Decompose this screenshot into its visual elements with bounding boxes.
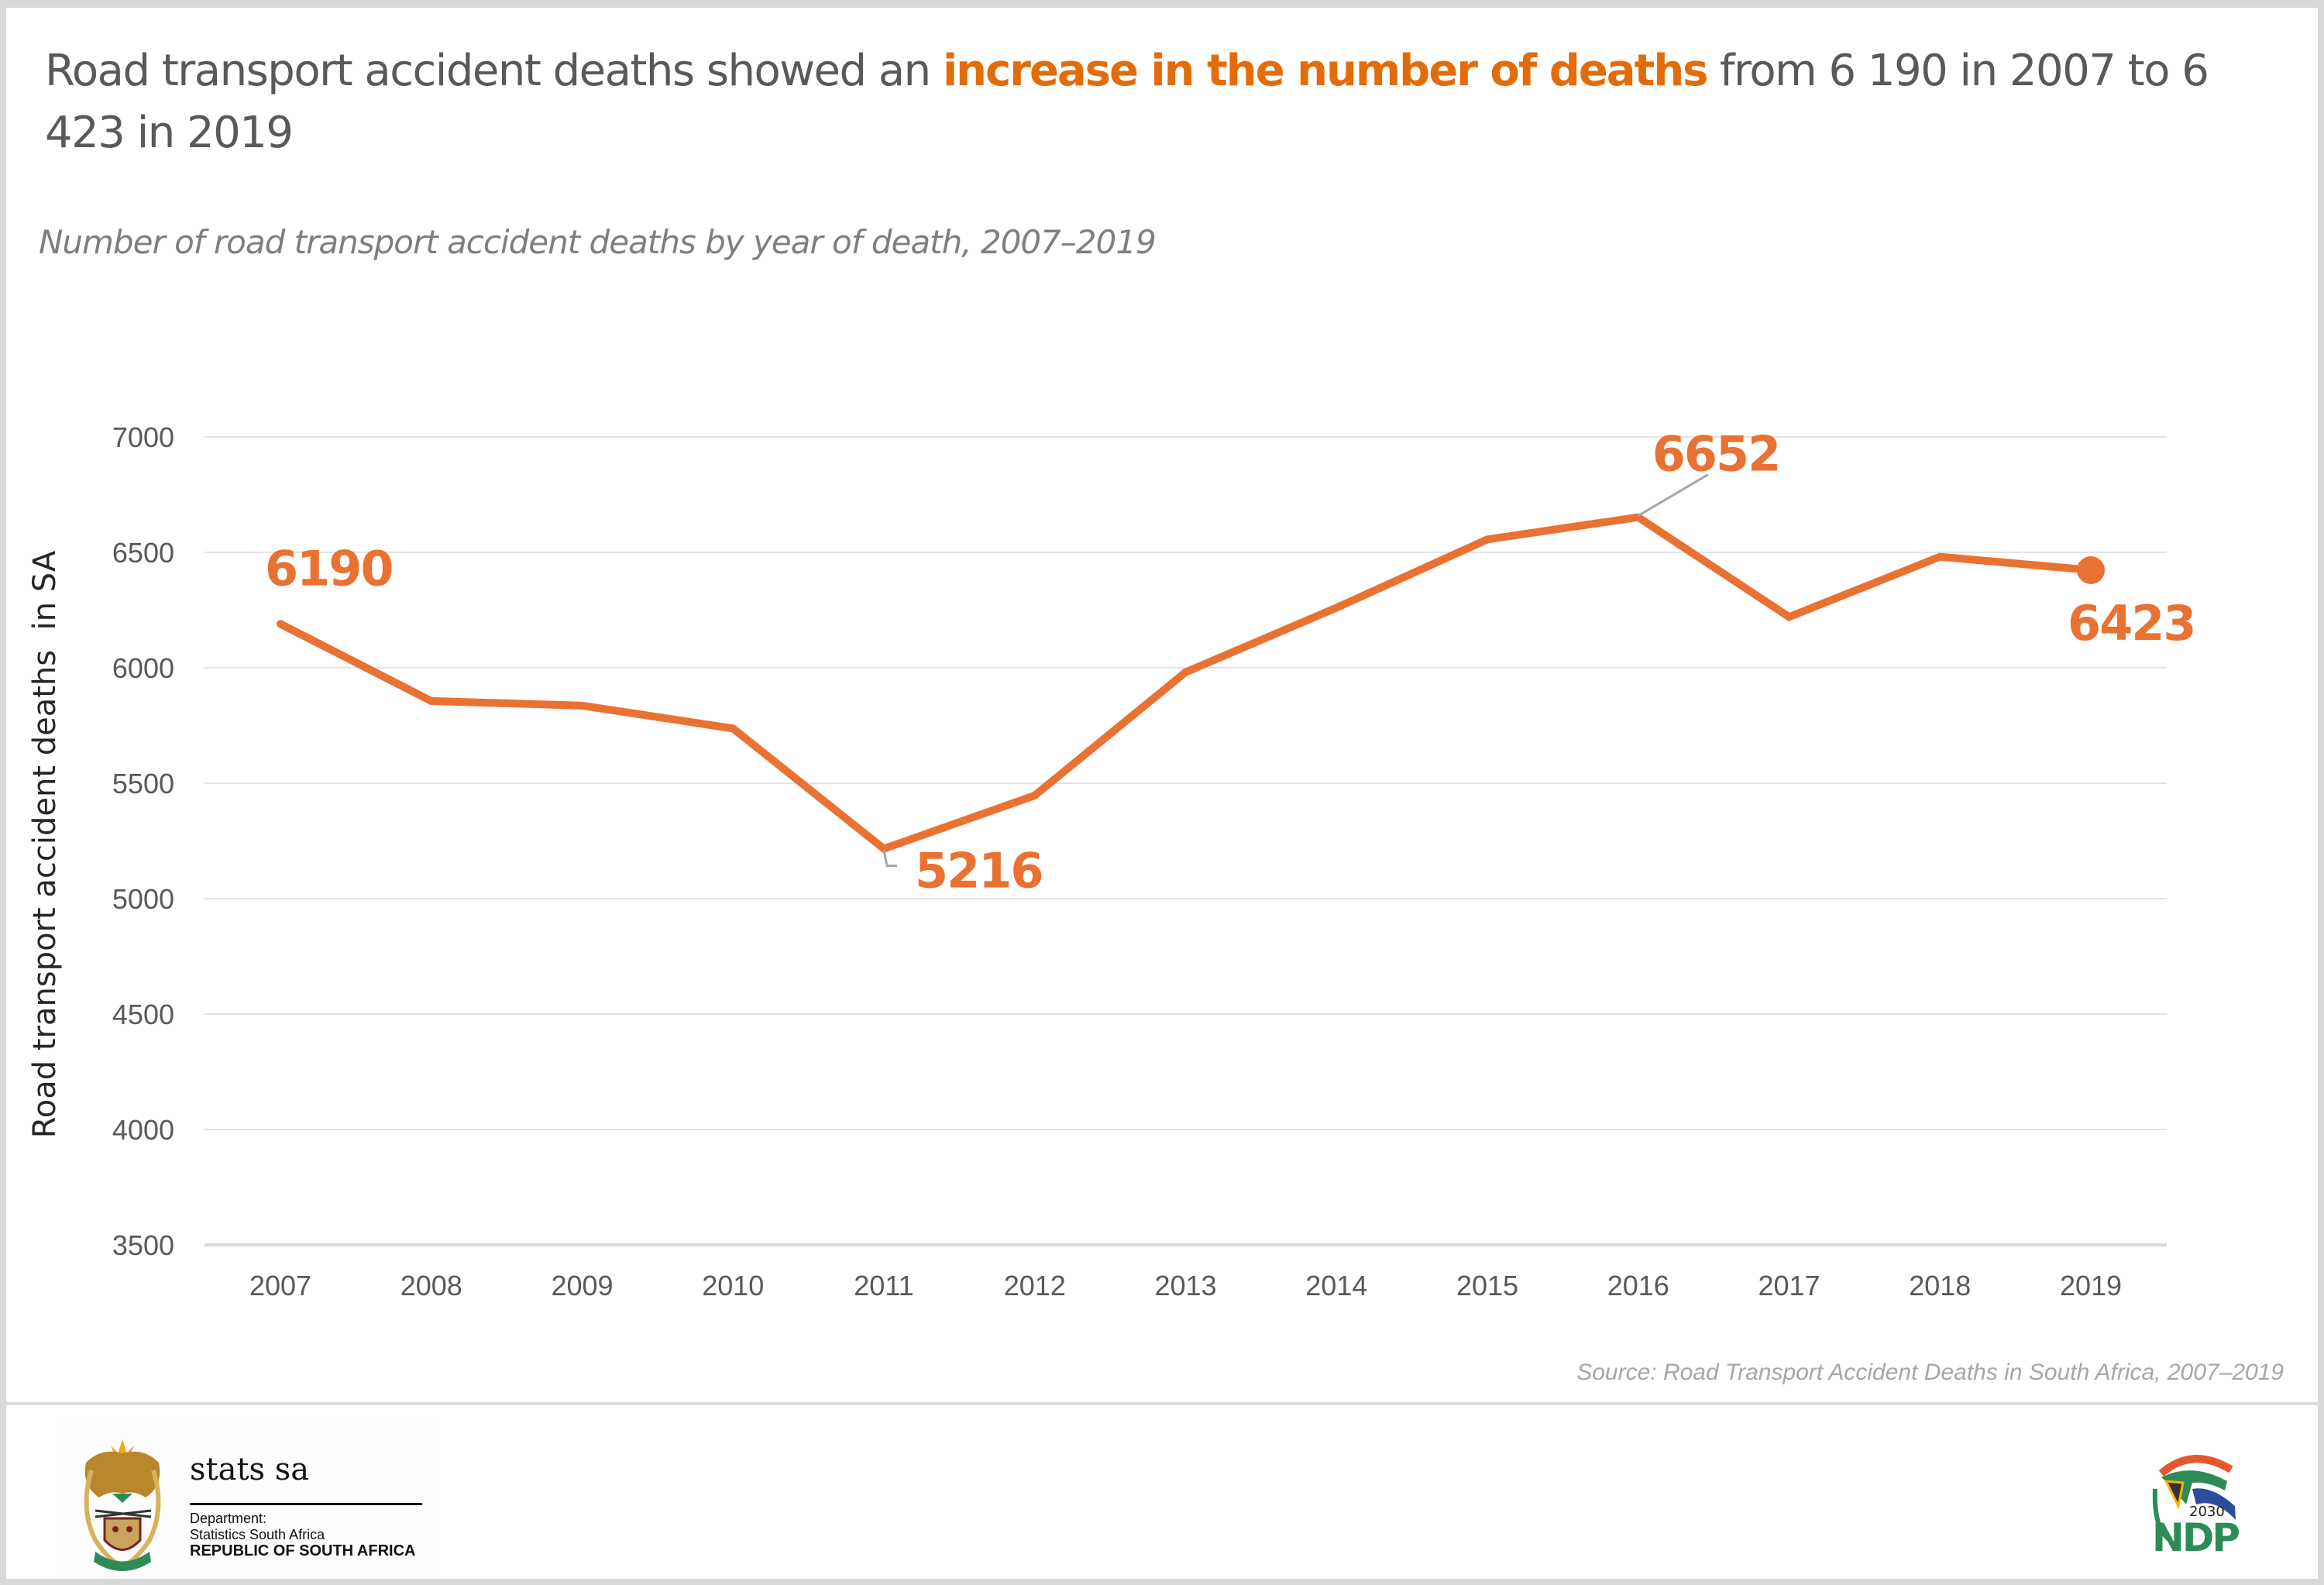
y-tick-label: 5000 (112, 883, 174, 915)
x-tick-label: 2016 (1607, 1270, 1669, 1301)
data-label: 6423 (2068, 595, 2195, 652)
x-tick-label: 2012 (1004, 1270, 1066, 1301)
stats-sa-logo: stats sa Department: Statistics South Af… (58, 1416, 438, 1579)
y-tick-label: 5500 (112, 768, 174, 799)
dept-line-1: Department: (190, 1511, 267, 1526)
y-axis-ticks: 3500 4000 4500 5000 5500 6000 6500 7000 (112, 421, 174, 1261)
x-tick-label: 2009 (551, 1270, 613, 1301)
stats-sa-name: stats sa (190, 1452, 310, 1487)
headline-suffix: from 6 190 in 2007 to 6 423 in 2019 (45, 46, 2209, 158)
chart-title: Number of road transport accident deaths… (39, 223, 1157, 261)
stats-sa-department: Department: Statistics South Africa REPU… (190, 1511, 415, 1559)
x-tick-label: 2019 (2060, 1270, 2122, 1301)
headline-prefix: Road transport accident deaths showed an (45, 46, 943, 96)
x-tick-label: 2017 (1758, 1270, 1820, 1301)
ndp-year: 2030 (2189, 1504, 2225, 1520)
series-layer (277, 513, 2095, 854)
series-line (277, 513, 2095, 854)
country-name: REPUBLIC OF SOUTH AFRICA (190, 1542, 416, 1559)
x-tick-label: 2008 (401, 1270, 462, 1301)
x-tick-label: 2014 (1305, 1270, 1367, 1301)
data-label: 5216 (915, 843, 1043, 899)
x-tick-label: 2007 (249, 1270, 311, 1301)
x-tick-label: 2018 (1909, 1270, 1971, 1301)
x-tick-label: 2011 (854, 1270, 913, 1301)
footer-divider (6, 1402, 2318, 1405)
ndp-flag-icon: 2030 NDP (2152, 1455, 2241, 1560)
data-label: 6190 (265, 540, 393, 597)
x-tick-label: 2013 (1154, 1270, 1216, 1301)
x-tick-label: 2010 (702, 1270, 764, 1301)
x-axis-ticks: 2007 2008 2009 2010 2011 2012 2013 2014 2015 2016… (249, 1270, 2122, 1301)
annotation-leader (882, 850, 897, 868)
headline-highlight: increase in the number of deaths (942, 46, 1709, 96)
gridlines (205, 436, 2167, 1246)
headline: Road transport accident deaths showed an… (45, 40, 2276, 164)
y-tick-label: 3500 (112, 1229, 174, 1261)
y-tick-label: 7000 (112, 421, 174, 453)
x-tick-label: 2015 (1456, 1270, 1518, 1301)
end-marker (2077, 555, 2105, 584)
ndp-2030-logo: 2030 NDP (2138, 1442, 2254, 1560)
y-tick-label: 4500 (112, 999, 174, 1030)
ndp-text: NDP (2152, 1515, 2239, 1559)
dept-line-2: Statistics South Africa (190, 1527, 325, 1542)
y-tick-label: 6500 (112, 537, 174, 569)
source-note: Source: Road Transport Accident Deaths i… (1576, 1360, 2284, 1385)
y-tick-label: 4000 (112, 1114, 174, 1146)
coat-of-arms-icon (84, 1439, 161, 1571)
annotation-leader (1637, 473, 1709, 517)
data-label: 6652 (1652, 426, 1780, 483)
stats-sa-rule (190, 1503, 422, 1505)
y-tick-label: 6000 (112, 652, 174, 684)
data-labels: 6190 5216 6652 6423 (265, 426, 2197, 899)
